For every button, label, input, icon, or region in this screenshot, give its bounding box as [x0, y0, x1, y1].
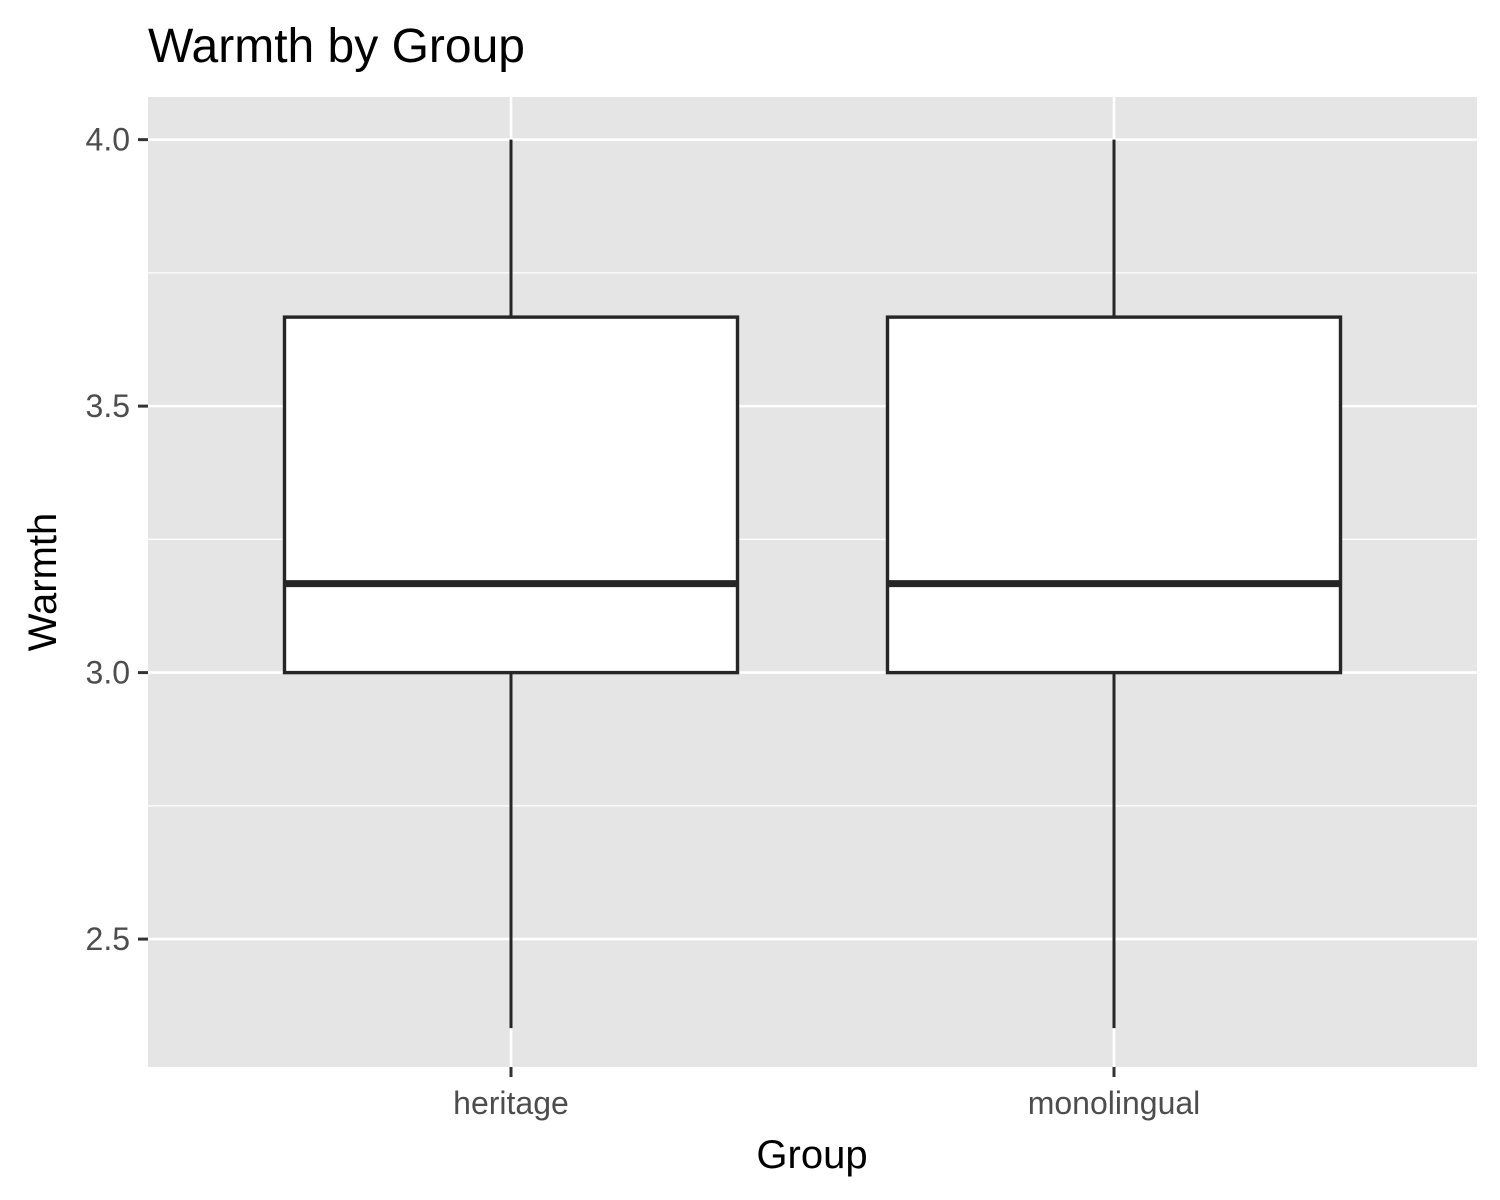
y-tick-label: 3.0: [86, 655, 130, 691]
x-tick-label: monolingual: [1028, 1085, 1201, 1121]
y-tick-label: 4.0: [86, 122, 130, 158]
box-group-monolingual: [885, 139, 1343, 1029]
chart-title: Warmth by Group: [148, 20, 525, 73]
box-group-heritage: [282, 139, 740, 1029]
box-body: [282, 315, 740, 675]
y-tick-label: 3.5: [86, 388, 130, 424]
y-tick-label: 2.5: [86, 921, 130, 957]
x-tick-label: heritage: [453, 1085, 569, 1121]
x-axis-title: Group: [756, 1133, 867, 1177]
axes: 2.5 3.0 3.5 4.0 heritage monolingual: [86, 122, 1201, 1121]
box-body: [885, 315, 1343, 675]
boxes: [282, 139, 1343, 1029]
y-axis-title: Warmth: [21, 513, 65, 652]
